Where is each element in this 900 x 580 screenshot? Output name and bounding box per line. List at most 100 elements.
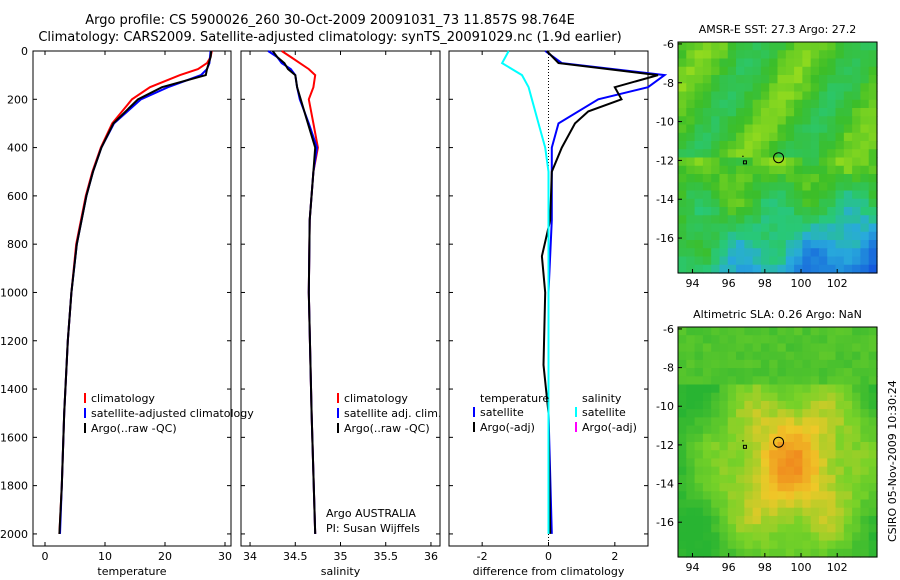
series-line-argo-adj-: [540, 50, 659, 534]
heatmap-cell: [810, 400, 820, 410]
map-y-tick-label: -16: [656, 516, 674, 529]
heatmap-cell: [810, 132, 820, 142]
heatmap-cell: [827, 165, 837, 175]
heatmap-cell: [860, 198, 870, 208]
heatmap-cell: [794, 359, 803, 369]
heatmap-cell: [744, 240, 754, 249]
heatmap-cell: [843, 532, 853, 542]
heatmap-cell: [835, 491, 845, 501]
heatmap-cell: [835, 182, 845, 192]
heatmap-cell: [794, 548, 803, 558]
heatmap-cell: [794, 540, 803, 550]
heatmap-cell: [760, 50, 770, 60]
heatmap-cell: [769, 524, 779, 533]
heatmap-cell: [827, 343, 837, 353]
heatmap-cell: [835, 384, 845, 394]
heatmap-cell: [802, 433, 812, 443]
heatmap-cell: [686, 392, 696, 402]
heatmap-cell: [711, 190, 721, 200]
heatmap-cell: [818, 141, 828, 150]
x-tick-label: 34: [243, 550, 257, 563]
heatmap-cell: [852, 157, 862, 167]
heatmap-cell: [868, 417, 878, 427]
heatmap-cell: [760, 532, 770, 542]
heatmap-cell: [843, 116, 853, 126]
heatmap-cell: [777, 450, 787, 460]
heatmap-cell: [694, 499, 704, 509]
heatmap-cell: [727, 417, 737, 427]
heatmap-cell: [868, 524, 878, 533]
heatmap-cell: [736, 75, 745, 84]
heatmap-cell: [686, 75, 696, 84]
heatmap-cell: [769, 124, 779, 134]
heatmap-cell: [702, 42, 712, 51]
heatmap-cell: [810, 392, 820, 402]
heatmap-cell: [686, 491, 696, 501]
heatmap-cell: [719, 433, 729, 443]
heatmap-cell: [694, 231, 704, 241]
heatmap-cell: [736, 190, 745, 200]
heatmap-cell: [711, 231, 721, 241]
heatmap-cell: [868, 141, 878, 150]
map-title-1: AMSR-E SST: 27.3 Argo: 27.2: [699, 23, 857, 36]
heatmap-cell: [736, 327, 745, 336]
heatmap-cell: [777, 190, 787, 200]
heatmap-cell: [702, 141, 712, 150]
heatmap-cell: [827, 548, 837, 558]
heatmap-cell: [802, 458, 812, 468]
heatmap-cell: [694, 417, 704, 427]
heatmap-cell: [843, 417, 853, 427]
heatmap-cell: [827, 66, 837, 76]
heatmap-cell: [835, 264, 845, 274]
heatmap-cell: [769, 256, 779, 266]
map-x-tick-label: 96: [722, 277, 736, 290]
heatmap-cell: [852, 343, 862, 353]
heatmap-cell: [810, 42, 820, 51]
heatmap-cell: [702, 540, 712, 550]
heatmap-cell: [794, 335, 803, 345]
heatmap-cell: [827, 392, 837, 402]
heatmap-cell: [818, 99, 828, 109]
heatmap-cell: [719, 376, 729, 386]
heatmap-cell: [868, 182, 878, 192]
heatmap-cell: [711, 483, 721, 492]
heatmap-cell: [744, 99, 754, 109]
heatmap-cell: [769, 343, 779, 353]
heatmap-cell: [843, 466, 853, 476]
heatmap-cell: [686, 182, 696, 192]
heatmap-cell: [694, 264, 704, 274]
heatmap-cell: [744, 116, 754, 126]
heatmap-cell: [769, 149, 779, 159]
x-axis-label: salinity: [321, 565, 361, 578]
heatmap-cell: [719, 335, 729, 345]
heatmap-cell: [760, 231, 770, 241]
heatmap-cell: [835, 83, 845, 93]
heatmap-cell: [752, 116, 762, 126]
heatmap-cell: [694, 256, 704, 266]
heatmap-cell: [827, 99, 837, 109]
heatmap-cell: [835, 58, 845, 68]
heatmap-cell: [678, 548, 687, 558]
heatmap-cell: [678, 66, 687, 76]
heatmap-cell: [860, 223, 870, 233]
heatmap-cell: [794, 91, 803, 101]
heatmap-cell: [744, 548, 754, 558]
heatmap-cell: [835, 132, 845, 142]
heatmap-cell: [802, 264, 812, 274]
heatmap-cell: [711, 149, 721, 159]
heatmap-cell: [827, 190, 837, 200]
heatmap-cell: [769, 327, 779, 336]
heatmap-cell: [785, 248, 795, 258]
heatmap-cell: [852, 75, 862, 84]
map-y-tick-label: -8: [663, 77, 674, 90]
heatmap-cell: [694, 442, 704, 451]
heatmap-cell: [843, 58, 853, 68]
heatmap-cell: [852, 392, 862, 402]
heatmap-cell: [711, 264, 721, 274]
heatmap-cell: [827, 384, 837, 394]
heatmap-cell: [818, 182, 828, 192]
heatmap-cell: [860, 99, 870, 109]
heatmap-cell: [719, 108, 729, 117]
heatmap-cell: [694, 58, 704, 68]
heatmap-cell: [727, 376, 737, 386]
